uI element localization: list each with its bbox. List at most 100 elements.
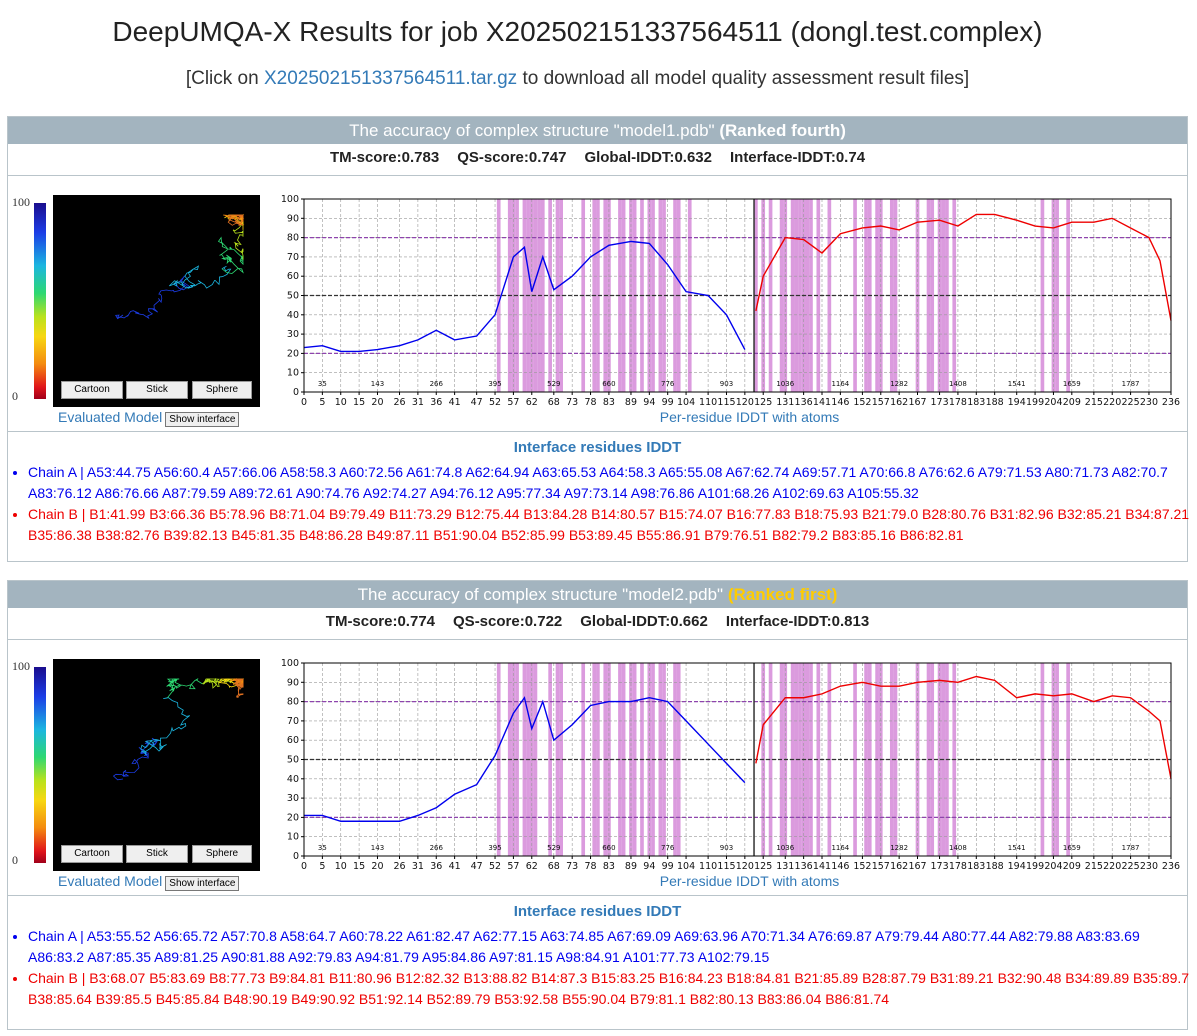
atom-annotation: 1408	[949, 844, 967, 852]
y-tick-label: 70	[287, 716, 299, 727]
divider	[8, 431, 1187, 432]
view-button[interactable]: Stick	[126, 381, 188, 399]
show-interface-button[interactable]: Show interface	[165, 412, 240, 427]
x-tick-label: 31	[412, 861, 424, 872]
residue-iddt: B31:89.21	[929, 970, 994, 986]
residue-iddt: A64:58.3	[599, 464, 656, 480]
residue-iddt: B48:90.19	[223, 991, 288, 1007]
residue-iddt: A94:81.79	[355, 949, 419, 965]
x-tick-label: 194	[1008, 397, 1026, 408]
residue-iddt: B34:89.89	[1065, 970, 1130, 986]
chain-residues: Chain A | A53:44.75 A56:60.4 A57:66.06 A…	[28, 462, 1197, 504]
atom-annotation: 529	[547, 844, 560, 852]
score-row: TM-score:0.774 QS-score:0.722 Global-IDDT:…	[8, 613, 1187, 630]
x-tick-label: 120	[736, 861, 754, 872]
x-tick-label: 47	[471, 397, 483, 408]
residue-iddt: B49:90.92	[291, 991, 355, 1007]
view-button[interactable]: Stick	[126, 845, 188, 863]
residue-iddt: A53:44.75	[86, 464, 151, 480]
residue-iddt: B9:79.49	[329, 506, 386, 522]
residue-iddt: B3:68.07	[89, 970, 146, 986]
residue-iddt: B32:90.48	[997, 970, 1062, 986]
atom-annotation: 1036	[776, 844, 794, 852]
residue-iddt: B82:79.2	[772, 527, 829, 543]
x-tick-label: 141	[813, 397, 831, 408]
residue-iddt: B13:88.82	[463, 970, 528, 986]
molecule-viewer: Cartoon Stick Sphere	[53, 659, 260, 871]
view-button[interactable]: Cartoon	[61, 381, 123, 399]
residue-iddt: A62:77.15	[473, 928, 538, 944]
x-tick-label: 157	[872, 397, 890, 408]
score-value: 0.774	[397, 613, 436, 630]
atom-annotation: 660	[602, 844, 615, 852]
chain-residues: Chain B | B3:68.07 B5:83.69 B8:77.73 B9:…	[28, 968, 1197, 1010]
x-tick-label: 220	[1103, 397, 1121, 408]
y-tick-label: 80	[287, 233, 299, 244]
residue-iddt: A86:76.66	[94, 485, 159, 501]
residue-iddt: B8:71.04	[269, 506, 326, 522]
x-tick-label: 125	[754, 861, 772, 872]
residue-iddt: B35:89.7	[1133, 970, 1190, 986]
x-tick-label: 136	[795, 861, 813, 872]
atom-annotation: 143	[371, 380, 384, 388]
molecule-strand	[115, 300, 160, 320]
molecule-strand	[169, 265, 200, 289]
x-tick-label: 167	[908, 397, 926, 408]
residue-iddt: B55:86.91	[636, 527, 701, 543]
atom-annotation: 1787	[1122, 844, 1140, 852]
x-tick-label: 236	[1162, 397, 1180, 408]
download-link[interactable]: X202502151337564511.tar.gz	[263, 68, 518, 89]
x-tick-label: 5	[319, 861, 325, 872]
x-tick-label: 52	[489, 861, 501, 872]
x-tick-label: 20	[371, 861, 383, 872]
residue-iddt: A56:60.4	[153, 464, 210, 480]
residue-iddt: B53:92.58	[494, 991, 559, 1007]
residue-iddt: B83:86.04	[757, 991, 822, 1007]
atom-annotation: 1659	[1063, 380, 1081, 388]
y-tick-label: 90	[287, 677, 299, 688]
residue-iddt: A98:76.86	[630, 485, 695, 501]
residue-iddt: B28:87.79	[862, 970, 926, 986]
residue-iddt: A83:76.12	[28, 485, 92, 501]
residue-iddt: A105:55.32	[847, 485, 919, 501]
residue-iddt: A89:81.25	[154, 949, 218, 965]
residue-iddt: A63:74.85	[540, 928, 604, 944]
model-caption: Evaluated Model	[58, 873, 163, 889]
chain-label: Chain B |	[28, 506, 86, 522]
residue-iddt: A70:66.8	[859, 464, 916, 480]
residue-iddt: B16:84.23	[658, 970, 723, 986]
residue-iddt: B52:85.99	[501, 527, 565, 543]
panel-header: The accuracy of complex structure "model…	[8, 581, 1187, 608]
y-tick-label: 30	[287, 793, 299, 804]
show-interface-button[interactable]: Show interface	[165, 876, 240, 891]
residue-iddt: B15:83.25	[591, 970, 655, 986]
colorbar	[34, 667, 46, 863]
atom-annotation: 660	[602, 380, 615, 388]
score-label: Global-IDDT:	[580, 613, 671, 630]
view-button[interactable]: Cartoon	[61, 845, 123, 863]
residue-iddt: B49:87.11	[366, 527, 430, 543]
x-tick-label: 225	[1122, 397, 1140, 408]
view-button[interactable]: Sphere	[192, 845, 252, 863]
x-tick-label: 173	[930, 397, 948, 408]
iddt-chart: 0 10 20 30 40 50 60 70 80 90 100 0 5 10 15 20 26 31 36 41 47…	[281, 658, 1180, 889]
x-tick-label: 183	[967, 397, 985, 408]
y-tick-label: 80	[287, 697, 299, 708]
interface-band	[596, 663, 600, 856]
x-tick-label: 110	[699, 861, 717, 872]
atom-annotation: 266	[430, 380, 444, 388]
x-tick-label: 146	[831, 861, 849, 872]
x-tick-label: 236	[1162, 861, 1180, 872]
divider	[8, 639, 1187, 640]
score: Interface-IDDT:0.813	[726, 613, 869, 630]
x-tick-label: 104	[677, 861, 695, 872]
x-tick-label: 152	[853, 397, 871, 408]
view-button[interactable]: Sphere	[192, 381, 252, 399]
residue-iddt: A56:65.72	[153, 928, 218, 944]
x-tick-label: 141	[813, 861, 831, 872]
residue-iddt: B45:85.84	[155, 991, 220, 1007]
residue-iddt: B34:87.21	[1125, 506, 1190, 522]
x-tick-label: 62	[526, 397, 538, 408]
residue-iddt: B9:84.81	[269, 970, 326, 986]
plot-frame	[303, 662, 1172, 857]
